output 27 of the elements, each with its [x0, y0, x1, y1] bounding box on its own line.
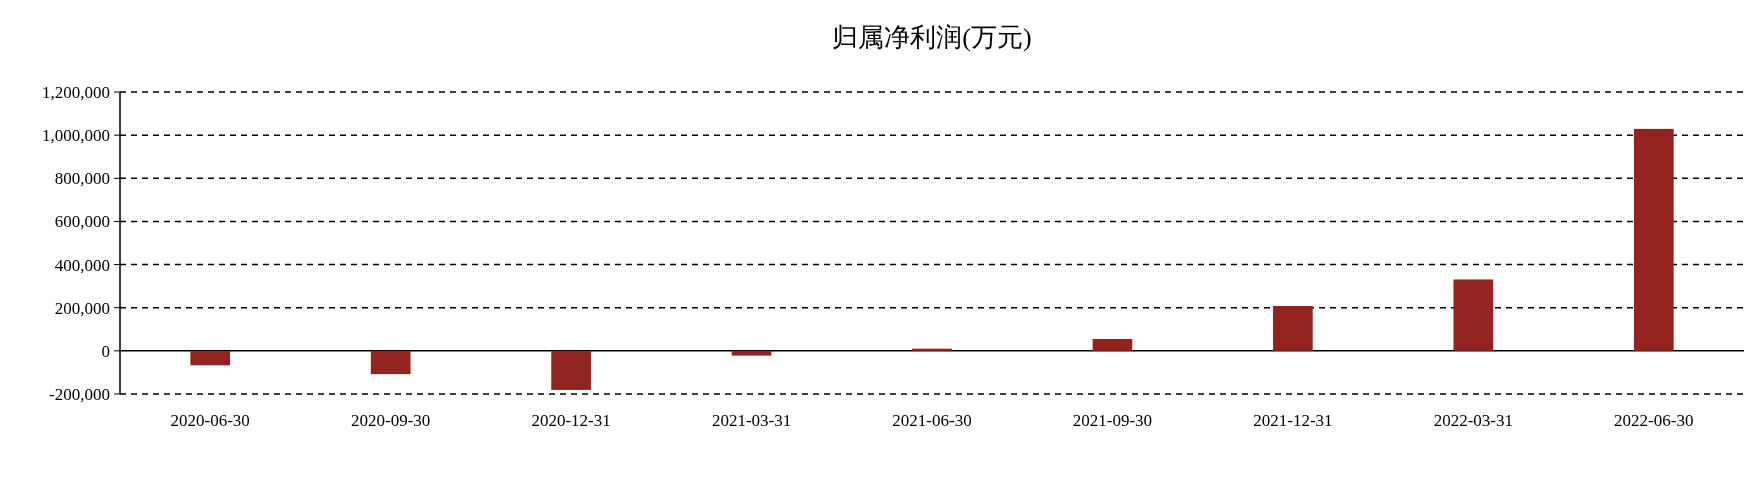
bar [1453, 279, 1494, 351]
x-tick-label: 2020-06-30 [170, 411, 250, 430]
x-tick-label: 2020-09-30 [351, 411, 431, 430]
y-tick-label: 1,200,000 [42, 82, 110, 102]
chart-title: 归属净利润(万元) [832, 23, 1032, 52]
y-tick-label: 1,000,000 [42, 126, 110, 146]
x-tick-label: 2021-09-30 [1072, 411, 1153, 430]
y-tick-label: -200,000 [49, 384, 110, 404]
y-tick-label: 600,000 [54, 212, 110, 232]
bar [370, 350, 411, 375]
y-tick-label: 800,000 [54, 169, 110, 189]
bar [190, 350, 231, 366]
x-tick-label: 2021-03-31 [711, 411, 792, 430]
x-tick-label: 2022-03-31 [1433, 411, 1513, 430]
x-tick-label: 2020-12-31 [531, 411, 611, 430]
x-tick-label: 2021-12-31 [1253, 411, 1333, 430]
y-tick-label: 0 [101, 341, 110, 361]
bar [1273, 305, 1313, 351]
x-tick-label: 2021-06-30 [892, 411, 972, 430]
bar [912, 348, 952, 351]
bar [731, 350, 772, 356]
bar [1092, 338, 1133, 351]
y-tick-label: 200,000 [54, 298, 110, 318]
bar [1633, 128, 1674, 351]
y-tick-label: 400,000 [54, 255, 110, 275]
x-tick-label: 2022-06-30 [1614, 411, 1694, 430]
bar [551, 350, 591, 390]
